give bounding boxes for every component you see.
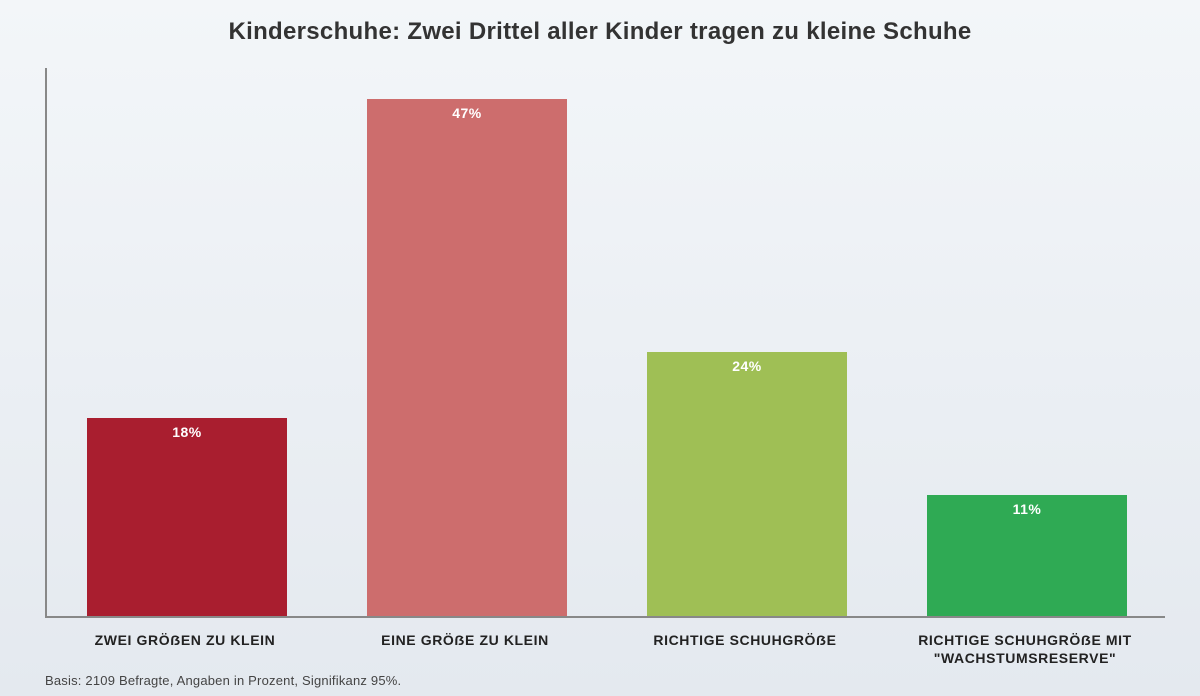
- chart-x-label: ZWEI GRÖẞEN ZU KLEIN: [55, 632, 315, 650]
- chart-footnote: Basis: 2109 Befragte, Angaben in Prozent…: [45, 673, 401, 688]
- chart-bar-value-label: 18%: [87, 424, 287, 440]
- chart-bar-value-label: 47%: [367, 105, 567, 121]
- chart-bar: 11%: [927, 495, 1127, 616]
- chart-x-axis-labels: ZWEI GRÖẞEN ZU KLEIN EINE GRÖẞE ZU KLEIN R…: [45, 626, 1165, 670]
- chart-title: Kinderschuhe: Zwei Drittel aller Kinder …: [0, 18, 1200, 46]
- chart-plot-area: 18% 47% 24% 11%: [45, 68, 1165, 618]
- chart-bar: 47%: [367, 99, 567, 616]
- chart-bar-value-label: 11%: [927, 501, 1127, 517]
- chart-bar: 18%: [87, 418, 287, 616]
- chart-x-label: EINE GRÖẞE ZU KLEIN: [335, 632, 595, 650]
- chart-x-label: RICHTIGE SCHUHGRÖẞE MIT "WACHSTUMSRESERV…: [895, 632, 1155, 667]
- chart-bar-value-label: 24%: [647, 358, 847, 374]
- chart-x-label: RICHTIGE SCHUHGRÖẞE: [615, 632, 875, 650]
- chart-bar: 24%: [647, 352, 847, 616]
